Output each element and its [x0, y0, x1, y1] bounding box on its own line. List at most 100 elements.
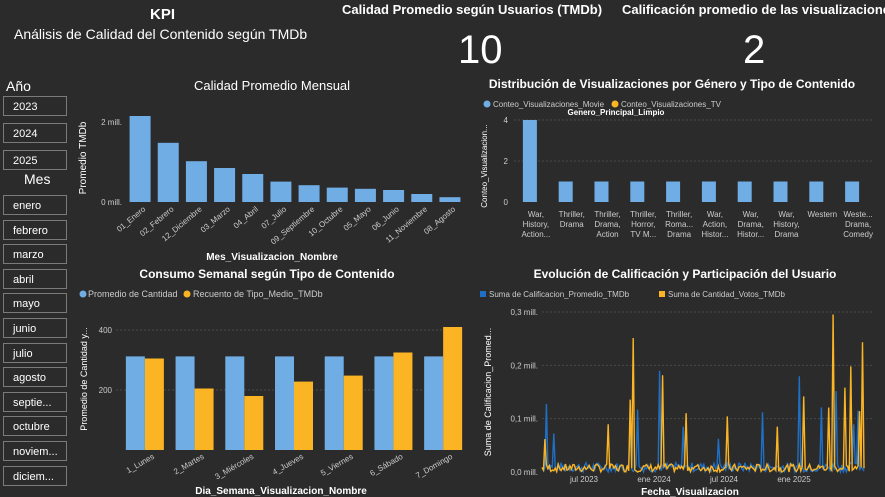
x-tick-label: War, History, Action... — [521, 210, 550, 239]
bar — [374, 356, 394, 450]
dashboard-subtitle: Análisis de Calidad del Contenido según … — [14, 26, 308, 42]
bar — [144, 358, 164, 450]
x-tick-label: 4_Jueves — [271, 452, 305, 477]
month-slicer-item[interactable]: junio — [3, 318, 67, 338]
y-tick-label: 200 — [99, 386, 113, 395]
bar — [439, 197, 461, 202]
y-tick-label: 0,0 mill. — [510, 468, 538, 477]
legend-marker — [480, 291, 486, 297]
y-tick-label: 4 — [504, 116, 509, 125]
quality-card-value: 10 — [458, 28, 503, 72]
chart-title: Calidad Promedio Mensual — [194, 78, 350, 93]
legend-marker — [79, 290, 87, 298]
genre-distribution-chart: Distribución de Visualizaciones por Géne… — [480, 77, 873, 239]
bar — [383, 190, 405, 202]
legend-label: Conteo_Visualizaciones_TV — [621, 100, 722, 109]
series-line-calificacion — [541, 370, 865, 475]
y-tick-label: 0,3 mill. — [510, 308, 538, 317]
x-tick-label: War, Action, Histor... — [701, 210, 728, 239]
bar — [393, 352, 413, 450]
bar — [522, 120, 537, 202]
legend-marker — [611, 100, 619, 108]
month-slicer-item[interactable]: abril — [3, 268, 67, 289]
rating-card-title: Calificación promedio de las visualizaci… — [622, 2, 885, 17]
y-tick-label: 0 — [504, 198, 509, 207]
bar — [845, 181, 860, 202]
bar — [129, 116, 151, 202]
chart-title: Evolución de Calificación y Participació… — [534, 267, 837, 281]
weekly-consumption-chart: Consumo Semanal según Tipo de Contenido P… — [79, 267, 464, 497]
quality-card-title: Calidad Promedio según Usuarios (TMDb) — [342, 2, 603, 17]
monthly-quality-chart: Calidad Promedio Mensual Promedio TMDb 0 m… — [78, 78, 461, 263]
y-tick-label: 400 — [99, 326, 113, 335]
bar — [443, 327, 463, 450]
x-tick-label: 2_Martes — [172, 452, 205, 476]
x-tick-label: Thriller, Roma... Drama — [665, 210, 693, 239]
bar — [773, 181, 788, 202]
year-slicer-item[interactable]: 2024 — [3, 123, 67, 143]
x-axis-label: Genero_Principal_Limpio — [568, 108, 665, 117]
month-slicer-item[interactable]: febrero — [3, 219, 67, 240]
x-tick-label: jul 2023 — [569, 475, 599, 484]
chart-title: Distribución de Visualizaciones por Géne… — [489, 77, 855, 91]
bar — [242, 174, 264, 202]
month-slicer-item[interactable]: diciem... — [3, 465, 67, 486]
x-axis-label: Mes_Visualizacion_Nombre — [206, 252, 338, 263]
y-tick-label: 2 mill. — [101, 118, 122, 127]
bar — [214, 168, 236, 202]
legend-label: Recuento de Tipo_Medio_TMDb — [193, 289, 323, 299]
y-axis-label: Promedio TMDb — [78, 121, 89, 194]
month-slicer-item[interactable]: agosto — [3, 367, 67, 388]
x-tick-label: 3_Miércoles — [213, 452, 255, 481]
bar — [244, 396, 264, 450]
bar — [424, 356, 444, 450]
bar — [194, 388, 214, 450]
month-slicer-item[interactable]: julio — [3, 342, 67, 363]
series-line-votos — [541, 314, 865, 475]
month-slicer-title: Mes — [24, 171, 51, 187]
legend-label: Conteo_Visualizaciones_Movie — [493, 100, 605, 109]
x-tick-label: 05_Mayo — [342, 204, 373, 232]
x-tick-label: War, Drama, Histor... — [737, 210, 764, 239]
legend-label: Suma de Calificacion_Promedio_TMDb — [489, 290, 630, 299]
chart-title: Consumo Semanal según Tipo de Contenido — [139, 267, 394, 281]
bar — [275, 356, 294, 450]
month-slicer-item[interactable]: septie... — [3, 391, 67, 412]
y-axis-label: Suma de Calificacion_Promed... — [483, 328, 493, 457]
bar — [411, 194, 433, 202]
y-tick-label: 0,1 mill. — [510, 415, 538, 424]
rating-evolution-chart: Evolución de Calificación y Participació… — [480, 267, 872, 497]
legend-label: Suma de Cantidad_Votos_TMDb — [668, 290, 786, 299]
x-tick-label: Thriller, Horror, TV M... — [630, 210, 656, 239]
x-tick-label: Thriller, Drama — [559, 210, 585, 229]
month-slicer-item[interactable]: marzo — [3, 244, 67, 265]
bar — [701, 181, 716, 202]
legend-marker — [483, 100, 491, 108]
rating-card-value: 2 — [743, 28, 766, 72]
month-slicer-item[interactable]: noviem... — [3, 441, 67, 461]
y-tick-label: 2 — [504, 157, 509, 166]
year-slicer-item[interactable]: 2025 — [3, 150, 67, 170]
bar — [594, 181, 609, 202]
month-slicer-item[interactable]: enero — [3, 195, 67, 215]
bar — [324, 356, 344, 450]
bar — [343, 375, 363, 450]
bar — [294, 381, 313, 450]
bar — [354, 188, 376, 202]
x-tick-label: jul 2024 — [709, 475, 739, 484]
x-tick-label: Weste... Drama, Comedy — [843, 210, 873, 239]
x-tick-label: 6_Sábado — [368, 452, 405, 478]
y-tick-label: 0,2 mill. — [510, 361, 538, 370]
x-tick-label: 03_Marzo — [199, 204, 232, 234]
bar — [737, 181, 752, 202]
x-axis-label: Fecha_Visualizacion — [641, 487, 739, 497]
bar — [175, 356, 195, 450]
month-slicer-item[interactable]: mayo — [3, 293, 67, 314]
month-slicer-item[interactable]: octubre — [3, 416, 67, 437]
bar — [185, 161, 207, 202]
year-slicer-item[interactable]: 2023 — [3, 96, 67, 116]
bar — [809, 181, 824, 202]
bar — [157, 142, 179, 202]
x-tick-label: 04_Abril — [232, 204, 260, 230]
bar — [298, 185, 320, 202]
